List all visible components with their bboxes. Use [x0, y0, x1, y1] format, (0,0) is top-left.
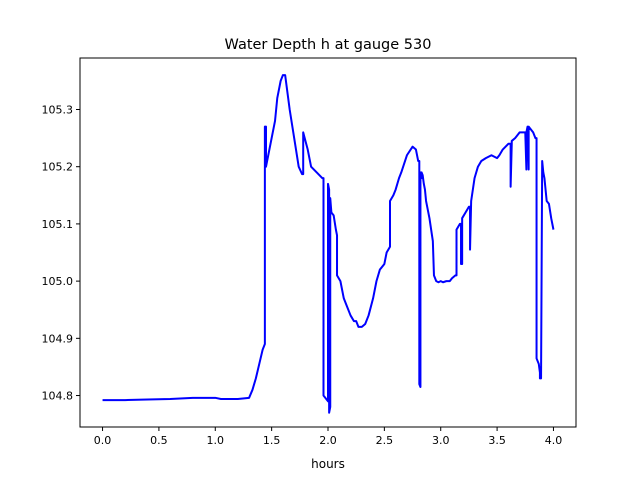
y-tick-label: 105.0 — [42, 275, 74, 288]
x-tick-label: 1.5 — [263, 434, 281, 447]
x-tick-label: 0.0 — [94, 434, 112, 447]
y-tick-label: 105.2 — [42, 161, 74, 174]
x-tick-label: 1.0 — [207, 434, 225, 447]
y-tick-label: 105.3 — [42, 103, 74, 116]
series-line — [102, 74, 555, 414]
x-axis-label: hours — [311, 457, 345, 471]
chart-title: Water Depth h at gauge 530 — [225, 37, 432, 53]
x-tick-label: 3.0 — [432, 434, 450, 447]
y-axis: 104.8 104.9 105.0 105.1 105.2 105.3 — [42, 103, 80, 403]
plot-area — [102, 74, 555, 414]
y-tick-label: 105.1 — [42, 218, 74, 231]
x-tick-label: 3.5 — [488, 434, 506, 447]
x-tick-label: 0.5 — [150, 434, 168, 447]
y-tick-label: 104.8 — [42, 390, 74, 403]
x-tick-label: 2.0 — [319, 434, 337, 447]
x-tick-label: 2.5 — [376, 434, 394, 447]
y-tick-label: 104.9 — [42, 332, 74, 345]
x-tick-label: 4.0 — [545, 434, 563, 447]
x-axis: 0.0 0.5 1.0 1.5 2.0 2.5 3.0 3.5 4.0 — [94, 427, 562, 447]
